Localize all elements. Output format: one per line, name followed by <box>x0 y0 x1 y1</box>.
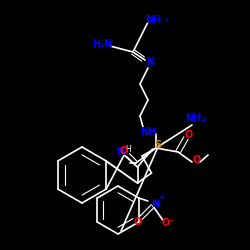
Text: N: N <box>116 147 124 157</box>
Text: H: H <box>125 146 131 154</box>
Text: O: O <box>185 130 193 140</box>
Text: N: N <box>116 147 124 157</box>
Text: N: N <box>146 57 154 67</box>
Text: NH₂: NH₂ <box>185 113 205 123</box>
Text: O: O <box>120 146 128 156</box>
Text: O: O <box>134 217 142 227</box>
Text: O⁻: O⁻ <box>161 218 174 228</box>
Text: ₂: ₂ <box>164 16 168 24</box>
Text: O: O <box>193 155 201 165</box>
Text: N: N <box>116 147 124 157</box>
Text: NH: NH <box>145 15 161 25</box>
Text: +: + <box>159 194 165 202</box>
Text: H₂N: H₂N <box>92 39 112 49</box>
Text: NH: NH <box>140 127 156 137</box>
Text: N: N <box>151 199 159 209</box>
Text: S: S <box>154 140 161 150</box>
